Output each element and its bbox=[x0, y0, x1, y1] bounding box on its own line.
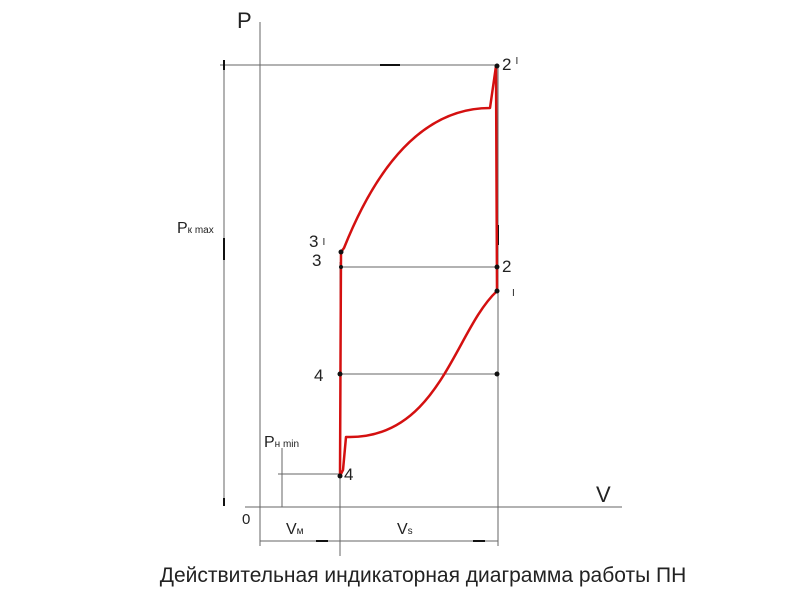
cycle-curve bbox=[338, 64, 499, 477]
diagram-title: Действительная индикаторная диаграмма ра… bbox=[160, 564, 687, 587]
point-3: 3 bbox=[312, 251, 321, 270]
pnmin-label: Pн min bbox=[264, 434, 299, 451]
pkmax-label: Pк max bbox=[177, 220, 214, 237]
vm-label: Vм bbox=[286, 521, 304, 538]
point-1prime-mark: I bbox=[512, 288, 515, 299]
origin-label: 0 bbox=[242, 511, 250, 528]
point-2: 2 bbox=[502, 257, 511, 276]
point-4: 4 bbox=[314, 366, 323, 385]
v-axis-label: V bbox=[596, 482, 611, 507]
vs-label: Vs bbox=[397, 521, 413, 538]
point-4-low: 4 bbox=[344, 465, 353, 484]
p-axis-label: P bbox=[237, 8, 252, 33]
